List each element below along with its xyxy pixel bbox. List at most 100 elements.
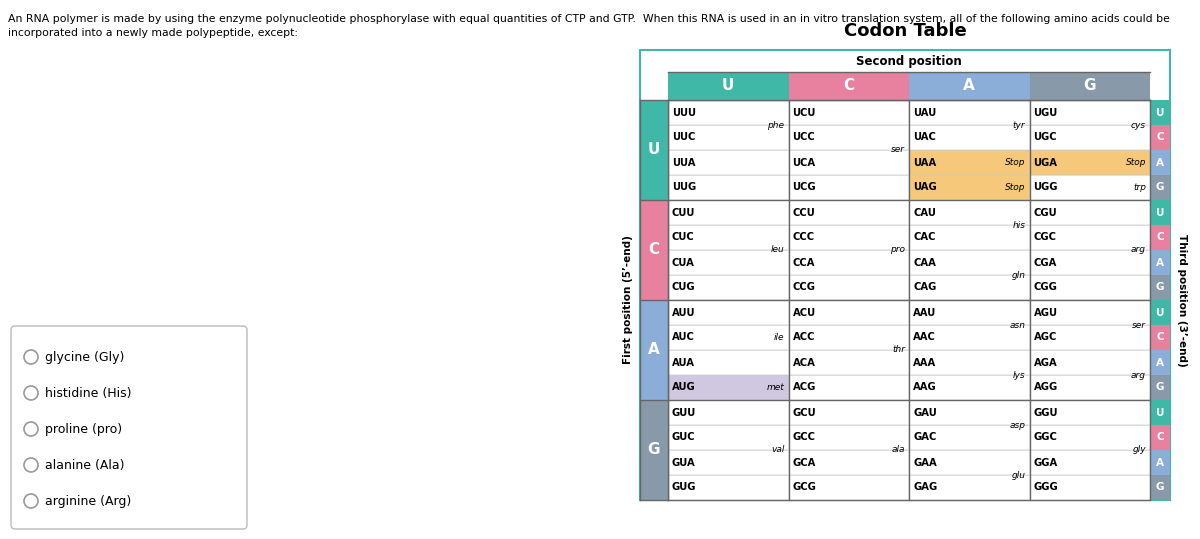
Text: GAU: GAU [913, 407, 937, 418]
FancyBboxPatch shape [668, 225, 788, 250]
Text: AUU: AUU [672, 308, 696, 317]
Text: Stop: Stop [1126, 158, 1146, 167]
Text: An RNA polymer is made by using the enzyme polynucleotide phosphorylase with equ: An RNA polymer is made by using the enzy… [8, 14, 1170, 24]
Text: GCC: GCC [792, 432, 816, 443]
Text: CCG: CCG [792, 282, 816, 293]
Text: AAU: AAU [913, 308, 936, 317]
Text: UUG: UUG [672, 183, 696, 192]
Text: UCG: UCG [792, 183, 816, 192]
Text: CGU: CGU [1033, 208, 1057, 218]
Text: CCC: CCC [792, 232, 815, 243]
Text: pro: pro [890, 245, 905, 254]
Text: GCG: GCG [792, 482, 816, 493]
FancyBboxPatch shape [1030, 200, 1150, 225]
Text: GGC: GGC [1033, 432, 1057, 443]
Text: proline (pro): proline (pro) [46, 423, 122, 436]
FancyBboxPatch shape [640, 400, 668, 500]
Text: GAC: GAC [913, 432, 936, 443]
Text: UAU: UAU [913, 107, 936, 118]
Text: C: C [1156, 232, 1164, 243]
Text: UCC: UCC [792, 133, 815, 142]
Text: val: val [772, 446, 785, 454]
Text: incorporated into a newly made polypeptide, except:: incorporated into a newly made polypepti… [8, 28, 298, 38]
FancyBboxPatch shape [788, 225, 910, 250]
FancyBboxPatch shape [788, 100, 910, 125]
Text: AAC: AAC [913, 333, 936, 342]
FancyBboxPatch shape [668, 375, 788, 400]
FancyBboxPatch shape [910, 72, 1030, 100]
Text: C: C [844, 79, 854, 93]
Text: CAC: CAC [913, 232, 936, 243]
Text: ser: ser [1132, 321, 1146, 329]
Text: arg: arg [1132, 370, 1146, 379]
Text: GUG: GUG [672, 482, 696, 493]
Text: ser: ser [890, 146, 905, 155]
Text: ala: ala [892, 446, 905, 454]
Text: UAC: UAC [913, 133, 936, 142]
FancyBboxPatch shape [1150, 175, 1170, 200]
FancyBboxPatch shape [668, 325, 788, 350]
FancyBboxPatch shape [910, 250, 1030, 275]
Text: AAG: AAG [913, 383, 937, 392]
FancyBboxPatch shape [1030, 325, 1150, 350]
FancyBboxPatch shape [640, 200, 668, 300]
Text: UGG: UGG [1033, 183, 1058, 192]
Text: CGG: CGG [1033, 282, 1057, 293]
Text: arginine (Arg): arginine (Arg) [46, 494, 131, 508]
Text: First position (5’-end): First position (5’-end) [623, 236, 634, 364]
FancyBboxPatch shape [910, 325, 1030, 350]
Text: thr: thr [892, 345, 905, 355]
Text: A: A [1156, 258, 1164, 267]
FancyBboxPatch shape [1150, 150, 1170, 175]
FancyBboxPatch shape [788, 350, 910, 375]
FancyBboxPatch shape [1150, 350, 1170, 375]
FancyBboxPatch shape [788, 72, 910, 100]
Text: A: A [1156, 458, 1164, 467]
FancyBboxPatch shape [910, 450, 1030, 475]
Text: UUC: UUC [672, 133, 695, 142]
Text: Stop: Stop [1006, 158, 1026, 167]
FancyBboxPatch shape [1030, 375, 1150, 400]
FancyBboxPatch shape [11, 326, 247, 529]
Text: gly: gly [1133, 446, 1146, 454]
FancyBboxPatch shape [910, 400, 1030, 425]
FancyBboxPatch shape [788, 375, 910, 400]
FancyBboxPatch shape [1150, 475, 1170, 500]
Text: U: U [648, 142, 660, 157]
Text: asn: asn [1009, 321, 1026, 329]
Text: U: U [722, 79, 734, 93]
Text: U: U [1156, 208, 1164, 218]
Text: CAG: CAG [913, 282, 936, 293]
Text: GGA: GGA [1033, 458, 1057, 467]
FancyBboxPatch shape [1150, 200, 1170, 225]
Text: A: A [648, 342, 660, 357]
Text: tyr: tyr [1013, 121, 1026, 129]
FancyBboxPatch shape [668, 100, 788, 125]
Text: AAA: AAA [913, 357, 936, 368]
FancyBboxPatch shape [788, 450, 910, 475]
FancyBboxPatch shape [1150, 425, 1170, 450]
FancyBboxPatch shape [910, 200, 1030, 225]
FancyBboxPatch shape [910, 375, 1030, 400]
Text: CUC: CUC [672, 232, 695, 243]
FancyBboxPatch shape [910, 150, 1030, 175]
Text: trp: trp [1133, 183, 1146, 192]
Text: ACA: ACA [792, 357, 815, 368]
FancyBboxPatch shape [910, 350, 1030, 375]
FancyBboxPatch shape [788, 200, 910, 225]
Text: ACC: ACC [792, 333, 815, 342]
FancyBboxPatch shape [1150, 225, 1170, 250]
FancyBboxPatch shape [910, 225, 1030, 250]
Text: arg: arg [1132, 245, 1146, 254]
FancyBboxPatch shape [1030, 250, 1150, 275]
FancyBboxPatch shape [1150, 325, 1170, 350]
FancyBboxPatch shape [1030, 100, 1150, 125]
Text: CCA: CCA [792, 258, 815, 267]
FancyBboxPatch shape [668, 125, 788, 150]
Text: ile: ile [774, 333, 785, 342]
Text: G: G [1156, 282, 1164, 293]
Text: AGA: AGA [1033, 357, 1057, 368]
Text: AGG: AGG [1033, 383, 1057, 392]
Text: glu: glu [1012, 471, 1026, 480]
Text: A: A [1156, 157, 1164, 168]
